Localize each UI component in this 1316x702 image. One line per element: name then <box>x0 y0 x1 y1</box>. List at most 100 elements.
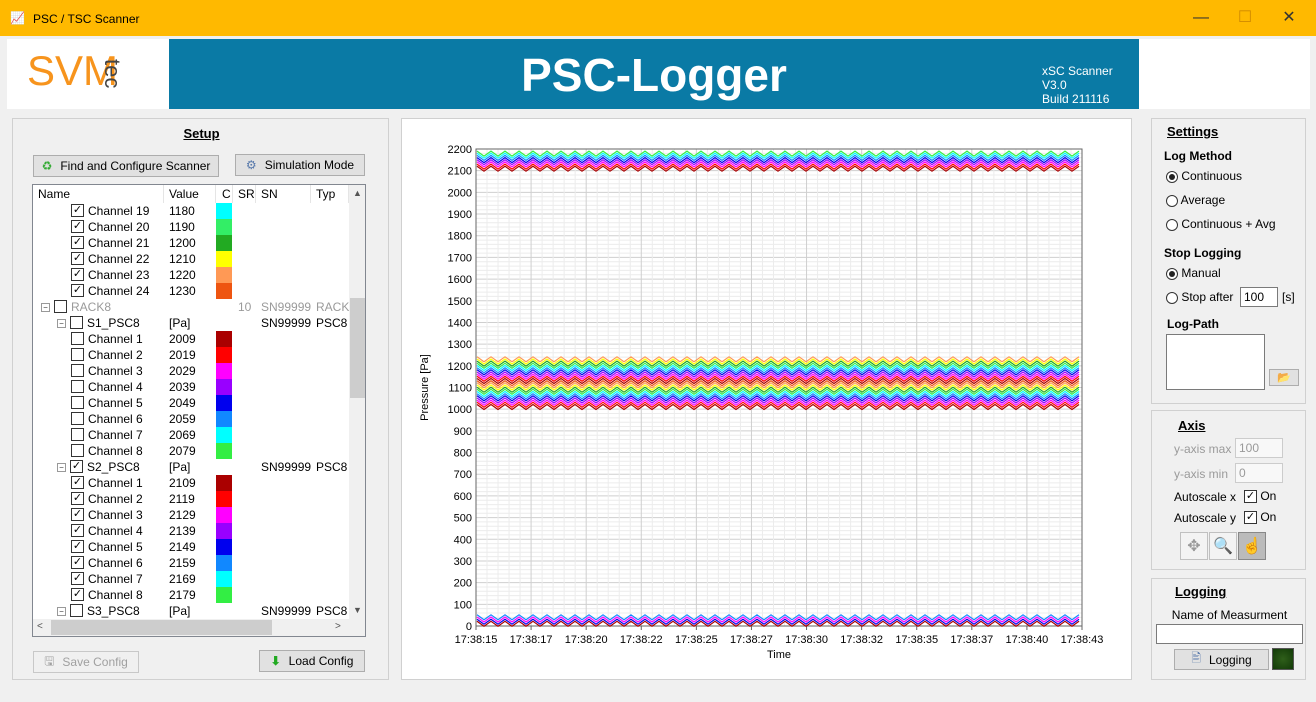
row-checkbox[interactable] <box>71 364 84 377</box>
close-button[interactable]: ✕ <box>1282 9 1296 26</box>
row-checkbox[interactable]: ✓ <box>71 220 84 233</box>
row-checkbox[interactable] <box>71 428 84 441</box>
row-checkbox[interactable]: ✓ <box>71 268 84 281</box>
horizontal-scrollbar[interactable]: < > <box>33 619 365 636</box>
collapse-icon[interactable]: − <box>41 303 50 312</box>
row-checkbox[interactable]: ✓ <box>71 236 84 249</box>
radio-continuous[interactable]: Continuous <box>1166 169 1242 183</box>
row-checkbox[interactable]: ✓ <box>71 556 84 569</box>
tree-row[interactable]: ✓ Channel 2 2119 <box>33 491 349 507</box>
log-path-field[interactable] <box>1166 334 1265 390</box>
col-sr[interactable]: SR <box>233 185 256 203</box>
save-config-button[interactable]: 🖫 Save Config <box>33 651 139 673</box>
row-name: Channel 8 <box>88 588 143 602</box>
tree-row[interactable]: ✓ Channel 1 2109 <box>33 475 349 491</box>
tree-row[interactable]: ✓ Channel 7 2169 <box>33 571 349 587</box>
col-sn[interactable]: SN <box>256 185 311 203</box>
tree-row[interactable]: ✓ Channel 5 2149 <box>33 539 349 555</box>
tree-row[interactable]: ✓ Channel 21 1200 <box>33 235 349 251</box>
row-checkbox[interactable]: ✓ <box>71 572 84 585</box>
minimize-button[interactable]: — <box>1193 9 1209 26</box>
pointer-button[interactable]: ☝ <box>1238 532 1266 560</box>
col-value[interactable]: Value <box>164 185 216 203</box>
tree-row[interactable]: ✓ Channel 19 1180 <box>33 203 349 219</box>
collapse-icon[interactable]: − <box>57 319 66 328</box>
radio-average[interactable]: Average <box>1166 193 1225 207</box>
tree-row[interactable]: ✓ Channel 22 1210 <box>33 251 349 267</box>
tree-row[interactable]: − S3_PSC8 [Pa] SN99999 PSC8 <box>33 603 349 619</box>
vertical-scrollbar[interactable]: ▲ ▼ <box>349 185 365 619</box>
tree-row[interactable]: ✓ Channel 8 2179 <box>33 587 349 603</box>
row-checkbox[interactable]: ✓ <box>71 252 84 265</box>
logging-button[interactable]: 🖹 Logging <box>1174 649 1269 670</box>
tree-row[interactable]: ✓ Channel 3 2129 <box>33 507 349 523</box>
row-checkbox[interactable]: ✓ <box>71 588 84 601</box>
collapse-icon[interactable]: − <box>57 607 66 616</box>
tree-row[interactable]: ✓ Channel 20 1190 <box>33 219 349 235</box>
ymax-input[interactable]: 100 <box>1235 438 1283 458</box>
find-configure-scanner-button[interactable]: ♻ Find and Configure Scanner <box>33 155 219 177</box>
tree-row[interactable]: Channel 6 2059 <box>33 411 349 427</box>
banner-bar: PSC-Logger xSC Scanner V3.0 Build 211116 <box>169 39 1139 109</box>
tree-row[interactable]: ✓ Channel 23 1220 <box>33 267 349 283</box>
row-checkbox[interactable] <box>71 396 84 409</box>
radio-stop-after[interactable]: Stop after <box>1166 290 1233 304</box>
autoscale-x-checkbox[interactable]: ✓ On <box>1244 489 1277 504</box>
tree-row[interactable]: Channel 7 2069 <box>33 427 349 443</box>
channel-tree[interactable]: Name Value C SR SN Typ ✓ Channel 19 1180 ✓ C… <box>32 184 366 637</box>
col-color[interactable]: C <box>216 185 233 203</box>
autoscale-y-on: On <box>1260 510 1277 524</box>
row-checkbox[interactable]: ✓ <box>70 460 83 473</box>
zoom-button[interactable]: 🔍 <box>1209 532 1237 560</box>
radio-manual[interactable]: Manual <box>1166 266 1221 280</box>
measurement-name-input[interactable] <box>1156 624 1303 644</box>
row-checkbox[interactable]: ✓ <box>71 204 84 217</box>
tree-row[interactable]: Channel 2 2019 <box>33 347 349 363</box>
load-config-button[interactable]: ⬇ Load Config <box>259 650 365 672</box>
row-checkbox[interactable] <box>71 412 84 425</box>
horizontal-scroll-thumb[interactable] <box>51 620 272 635</box>
pressure-chart[interactable]: 0 100 200 300 400 500 600 700 800 900 1000 1100 1200… <box>402 119 1133 681</box>
row-checkbox[interactable]: ✓ <box>71 284 84 297</box>
row-checkbox[interactable]: ✓ <box>71 476 84 489</box>
col-name[interactable]: Name <box>33 185 164 203</box>
row-checkbox[interactable]: ✓ <box>71 540 84 553</box>
tree-row[interactable]: ✓ Channel 6 2159 <box>33 555 349 571</box>
stop-after-input[interactable]: 100 <box>1240 287 1278 307</box>
pan-button[interactable]: ✥ <box>1180 532 1208 560</box>
tree-row[interactable]: ✓ Channel 4 2139 <box>33 523 349 539</box>
scroll-up-icon[interactable]: ▲ <box>353 188 362 198</box>
ymin-input[interactable]: 0 <box>1235 463 1283 483</box>
row-checkbox[interactable] <box>71 380 84 393</box>
tree-row[interactable]: Channel 8 2079 <box>33 443 349 459</box>
scroll-down-icon[interactable]: ▼ <box>353 605 362 615</box>
row-checkbox[interactable]: ✓ <box>71 492 84 505</box>
tree-row[interactable]: ✓ Channel 24 1230 <box>33 283 349 299</box>
maximize-button[interactable]: ☐ <box>1237 9 1253 26</box>
row-value: 2139 <box>169 524 196 538</box>
row-checkbox[interactable] <box>54 300 67 313</box>
row-checkbox[interactable]: ✓ <box>71 524 84 537</box>
row-checkbox[interactable] <box>70 316 83 329</box>
autoscale-y-checkbox[interactable]: ✓ On <box>1244 510 1277 525</box>
tree-row[interactable]: − S1_PSC8 [Pa] SN99999 PSC8 <box>33 315 349 331</box>
collapse-icon[interactable]: − <box>57 463 66 472</box>
tree-row[interactable]: Channel 1 2009 <box>33 331 349 347</box>
row-checkbox[interactable] <box>71 348 84 361</box>
vertical-scroll-thumb[interactable] <box>350 298 365 398</box>
scroll-left-icon[interactable]: < <box>37 621 43 632</box>
radio-continuous-avg[interactable]: Continuous + Avg <box>1166 217 1276 231</box>
row-checkbox[interactable] <box>71 332 84 345</box>
tree-row[interactable]: Channel 4 2039 <box>33 379 349 395</box>
col-typ[interactable]: Typ <box>311 185 349 203</box>
tree-row[interactable]: − RACK8 10 SN99999 RACK <box>33 299 349 315</box>
row-checkbox[interactable]: ✓ <box>71 508 84 521</box>
open-folder-button[interactable]: 📂 <box>1269 369 1299 386</box>
scroll-right-icon[interactable]: > <box>335 621 341 632</box>
row-checkbox[interactable] <box>70 604 83 617</box>
row-checkbox[interactable] <box>71 444 84 457</box>
tree-row[interactable]: Channel 5 2049 <box>33 395 349 411</box>
tree-row[interactable]: Channel 3 2029 <box>33 363 349 379</box>
simulation-mode-button[interactable]: ⚙ Simulation Mode <box>235 154 365 176</box>
tree-row[interactable]: − ✓ S2_PSC8 [Pa] SN99999 PSC8 <box>33 459 349 475</box>
